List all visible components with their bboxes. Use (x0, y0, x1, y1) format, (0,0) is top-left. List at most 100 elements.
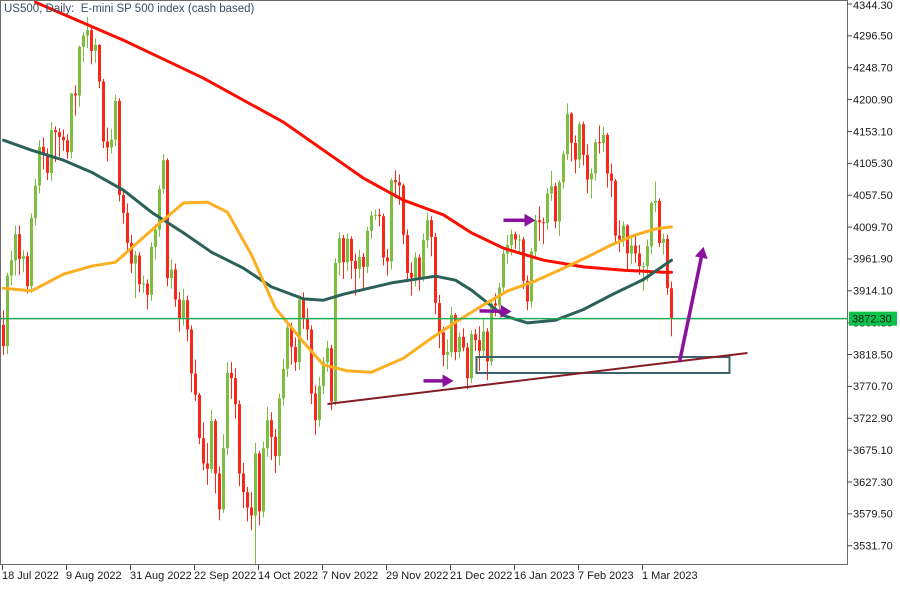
candle-body (106, 141, 109, 148)
candle-body (398, 182, 401, 186)
x-axis-label: 14 Oct 2022 (258, 570, 318, 582)
candle-body (318, 386, 321, 421)
x-axis-label: 29 Nov 2022 (386, 570, 448, 582)
candle-body (282, 368, 285, 399)
candle-body (494, 303, 497, 306)
candle-body (386, 257, 389, 262)
candle-body (338, 238, 341, 263)
candle-body (582, 124, 585, 155)
candle-body (290, 327, 293, 347)
candle-body (650, 202, 653, 247)
candle-body (378, 214, 381, 217)
candle-body (50, 130, 53, 173)
candle-body (42, 146, 45, 155)
y-axis-label: 3914.10 (853, 286, 893, 298)
ma-fast-orange (2, 200, 673, 374)
rectangle-annotation (475, 356, 731, 375)
candle-body (246, 492, 249, 508)
candle-body (586, 154, 589, 180)
candle-body (630, 245, 633, 254)
candle-body (578, 124, 581, 160)
candle-body (454, 314, 457, 353)
candle-body (66, 140, 69, 153)
candle-body (422, 240, 425, 278)
y-axis-label: 3531.70 (853, 541, 893, 553)
y-axis-label: 3675.10 (853, 445, 893, 457)
candle-body (370, 215, 373, 231)
candle-body (394, 180, 397, 183)
candle-body (618, 235, 621, 240)
candle-body (402, 185, 405, 235)
x-axis-label: 18 Jul 2022 (2, 570, 59, 582)
candle-body (150, 246, 153, 295)
candle-body (46, 154, 49, 173)
candle-body (470, 334, 473, 379)
candle-body (70, 93, 73, 153)
candle-body (298, 299, 301, 363)
candle-body (234, 378, 237, 405)
candle-body (574, 142, 577, 160)
candle-body (6, 275, 9, 347)
arrow-up-diagonal-head (694, 246, 708, 259)
candle-body (274, 436, 277, 457)
candle-body (410, 272, 413, 278)
candle-body (638, 253, 641, 267)
y-axis-label: 4153.10 (853, 126, 893, 138)
y-axis-label: 3627.30 (853, 477, 893, 489)
candle-body (330, 348, 333, 402)
candle-body (526, 280, 529, 302)
candle-body (78, 46, 81, 96)
candle-body (530, 251, 533, 302)
candle-body (414, 257, 417, 278)
candle-body (278, 398, 281, 457)
candle-body (426, 220, 429, 241)
y-axis-label: 4009.70 (853, 222, 893, 234)
candle-body (26, 256, 29, 287)
y-axis-label: 3770.70 (853, 381, 893, 393)
candle-body (334, 262, 337, 402)
candle-body (170, 269, 173, 279)
candle-body (566, 113, 569, 155)
candle-body (362, 256, 365, 267)
candle-body (182, 300, 185, 319)
candle-body (126, 212, 129, 243)
candle-body (110, 139, 113, 148)
candle-body (286, 327, 289, 369)
x-axis-label: 1 Mar 2023 (642, 570, 698, 582)
candle-body (590, 173, 593, 180)
candle-body (502, 253, 505, 288)
trendline-annotation (327, 352, 748, 405)
candle-body (374, 214, 377, 216)
candle-body (446, 352, 449, 355)
candle-body (510, 234, 513, 245)
candle-body (130, 242, 133, 264)
x-axis-label: 22 Sep 2022 (194, 570, 256, 582)
candle-body (646, 246, 649, 267)
candle-body (38, 146, 41, 186)
y-axis-label: 4296.50 (853, 31, 893, 43)
candle-body (178, 299, 181, 319)
candle-body (434, 236, 437, 303)
candle-body (554, 186, 557, 222)
candle-body (118, 100, 121, 195)
candle-body (442, 332, 445, 355)
candle-body (30, 218, 33, 287)
candle-body (418, 257, 421, 278)
candle-body (186, 300, 189, 330)
candle-body (406, 234, 409, 273)
arrow-right-3-head (442, 374, 454, 388)
candle-body (326, 348, 329, 363)
candle-body (22, 256, 25, 259)
plot-border (0, 0, 848, 565)
ma-slow-red (34, 0, 673, 274)
candle-body (558, 182, 561, 222)
candle-body (658, 200, 661, 243)
candle-body (74, 93, 77, 96)
candle-body (262, 448, 265, 512)
candle-body (390, 180, 393, 262)
candle-body (322, 362, 325, 387)
candle-body (266, 420, 269, 449)
candle-body (514, 234, 517, 240)
